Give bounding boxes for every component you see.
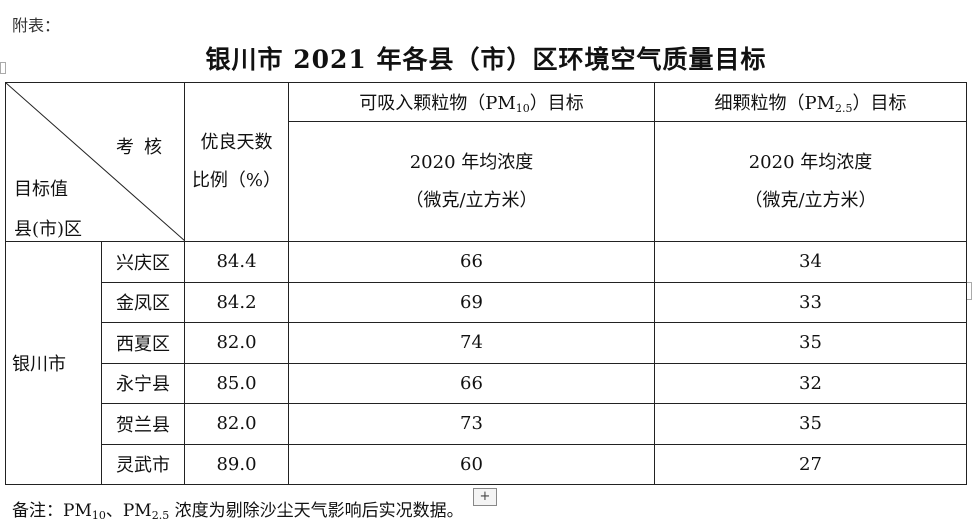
district-cell: 金凤区 xyxy=(101,281,185,323)
pm10-metric-header: 2020 年均浓度 （微克/立方米） xyxy=(288,121,655,242)
add-row-button[interactable]: + xyxy=(473,488,497,506)
good-days-cell: 82.0 xyxy=(184,403,289,445)
table-row: 西夏区 82.0 74 35 xyxy=(6,322,967,364)
good-days-cell: 89.0 xyxy=(184,443,289,485)
pm25-header-sub: 2.5 xyxy=(835,102,853,116)
caption-label: 附表： xyxy=(12,16,61,35)
table-row: 银川市 兴庆区 84.4 66 34 xyxy=(5,241,967,485)
pm25-cell: 27 xyxy=(654,443,967,485)
pm25-header: 细颗粒物（PM2.5）目标 xyxy=(654,81,967,123)
footnote: 备注：PM10、PM2.5 浓度为剔除沙尘天气影响后实况数据。 xyxy=(12,496,464,522)
document-title: 银川市 2021 年各县（市）区环境空气质量目标 xyxy=(205,45,767,74)
pm10-metric-line1: 2020 年均浓度 xyxy=(409,151,534,173)
pm25-cell: 35 xyxy=(654,322,967,364)
good-days-header-line2: 比例（%） xyxy=(191,170,282,191)
pm25-header-prefix: 细颗粒物（PM xyxy=(714,93,836,115)
pm25-metric-line2: （微克/立方米） xyxy=(744,189,877,211)
good-days-cell: 85.0 xyxy=(184,362,289,404)
pm25-metric-header: 2020 年均浓度 （微克/立方米） xyxy=(654,121,967,242)
table-row: 灵武市 89.0 60 27 xyxy=(6,443,967,485)
pm10-cell: 73 xyxy=(288,403,655,445)
pm10-cell: 66 xyxy=(288,362,655,404)
air-quality-table: 考核 目标值 县(市)区 优良天数 比例（%） 可吸入颗粒物（PM10）目标 细… xyxy=(5,81,967,485)
good-days-cell: 84.2 xyxy=(184,281,289,323)
city-cell: 银川市 xyxy=(5,241,102,485)
pm25-header-suffix: ）目标 xyxy=(852,93,907,115)
diag-label-middle: 目标值 xyxy=(14,179,68,200)
footnote-suffix: 浓度为剔除沙尘天气影响后实况数据。 xyxy=(169,501,464,521)
footnote-sub1: 10 xyxy=(91,509,106,522)
district-cell: 灵武市 xyxy=(101,443,185,485)
pm25-cell: 35 xyxy=(654,403,967,445)
pm10-header: 可吸入颗粒物（PM10）目标 xyxy=(288,81,655,123)
pm25-cell: 32 xyxy=(654,362,967,404)
district-cell: 兴庆区 xyxy=(101,241,185,283)
diagonal-line xyxy=(6,83,185,241)
pm10-cell: 60 xyxy=(288,443,655,485)
district-cell: 西夏区 xyxy=(101,322,185,364)
pm25-cell: 34 xyxy=(654,241,967,283)
pm10-cell: 74 xyxy=(288,322,655,364)
footnote-mid: 、PM xyxy=(105,501,152,521)
table-row: 永宁县 85.0 66 32 xyxy=(6,362,967,404)
pm10-cell: 69 xyxy=(288,281,655,323)
footnote-prefix: 备注：PM xyxy=(12,501,92,521)
pm10-header-sub: 10 xyxy=(515,102,530,116)
district-cell: 永宁县 xyxy=(101,362,185,404)
table-row: 金凤区 84.2 69 33 xyxy=(6,281,967,323)
pm10-header-suffix: ）目标 xyxy=(529,93,584,115)
pm25-metric-line1: 2020 年均浓度 xyxy=(748,151,873,173)
diag-label-top: 考核 xyxy=(116,137,172,158)
good-days-cell: 84.4 xyxy=(184,241,289,283)
pm25-cell: 33 xyxy=(654,281,967,323)
footnote-sub2: 2.5 xyxy=(151,509,170,522)
good-days-header: 优良天数 比例（%） xyxy=(184,82,289,242)
table-row: 贺兰县 82.0 73 35 xyxy=(6,403,967,445)
diag-label-bottom: 县(市)区 xyxy=(14,219,83,240)
pm10-cell: 66 xyxy=(288,241,655,283)
district-cell: 贺兰县 xyxy=(101,403,185,445)
diagonal-header-cell: 考核 目标值 县(市)区 xyxy=(5,82,185,242)
pm10-metric-line2: （微克/立方米） xyxy=(405,189,538,211)
good-days-cell: 82.0 xyxy=(184,322,289,364)
good-days-header-line1: 优良天数 xyxy=(200,132,273,153)
table-move-handle[interactable] xyxy=(0,62,6,74)
pm10-header-prefix: 可吸入颗粒物（PM xyxy=(359,93,516,115)
